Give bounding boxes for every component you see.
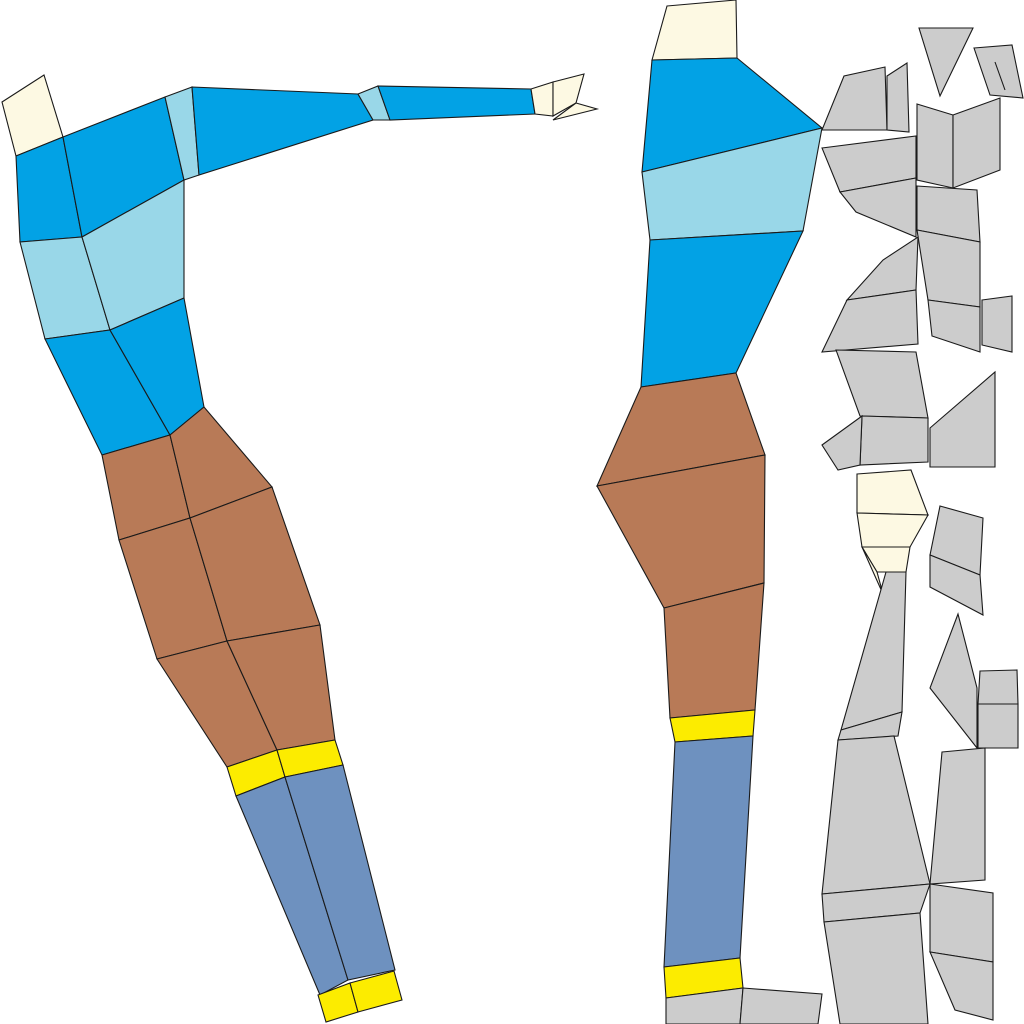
frag-09-patch: [952, 97, 1001, 189]
left-foot-band-b-patch: [349, 970, 403, 1013]
left-hand-fingertip-patch: [552, 102, 600, 121]
frag-31-patch: [929, 883, 994, 963]
frag-26-patch: [977, 703, 1019, 749]
frag-03-patch: [918, 27, 974, 98]
frag-12-patch: [927, 299, 981, 353]
back-shin-patch: [663, 735, 754, 968]
frag-30-patch: [823, 912, 929, 1024]
frag-13-patch: [981, 295, 1013, 353]
frag-32-patch: [929, 951, 994, 1021]
frag-19-patch: [929, 370, 996, 468]
back-sole-b-patch: [739, 987, 823, 1024]
frag-05-patch: [994, 61, 1006, 91]
left-shin-b-patch: [284, 764, 396, 981]
frag-25-patch: [977, 669, 1019, 705]
frag-24-patch: [929, 612, 978, 750]
frag-18-patch: [821, 414, 863, 471]
frag-08-patch: [916, 103, 954, 189]
frag-21-patch: [929, 554, 984, 616]
frag-02-patch: [886, 62, 910, 133]
frag-28-patch: [929, 747, 986, 885]
frag-head-d-patch: [861, 546, 884, 595]
frag-17-patch: [859, 415, 929, 466]
frag-15-patch: [821, 289, 919, 353]
frag-07-patch: [838, 177, 917, 238]
back-sole-a-patch: [665, 987, 744, 1024]
left-forearm-patch: [377, 85, 536, 121]
frag-23-patch: [837, 711, 903, 741]
frag-01-patch: [821, 66, 888, 131]
